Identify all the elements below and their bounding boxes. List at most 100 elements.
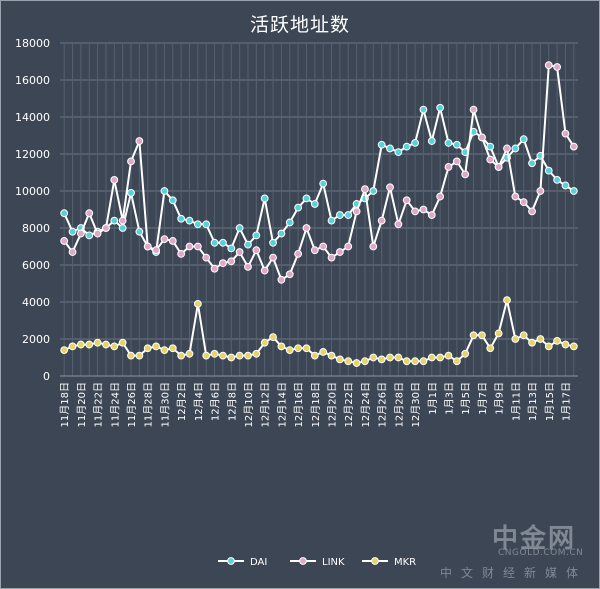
point-dai [285,218,294,227]
point-link [68,248,77,256]
x-tick-label: 12月8日 [226,382,238,421]
point-mkr [102,340,110,349]
legend-label-dai: DAI [250,557,267,568]
point-mkr [193,299,202,308]
point-link [369,242,378,251]
x-tick-label: 1月13日 [527,382,539,421]
point-mkr [561,340,570,349]
y-tick-label: 6000 [22,259,50,272]
point-dai [118,224,127,232]
x-tick-label: 1月3日 [444,382,456,415]
point-link [118,216,127,225]
point-link [235,248,244,256]
x-tick-label: 12月14日 [276,382,288,427]
point-link [135,137,144,145]
point-dai [277,229,286,238]
point-mkr [327,351,336,360]
point-link [419,205,428,214]
watermark-url: CNGOLD.COM.CN [498,548,584,558]
point-dai [68,227,77,236]
point-link [427,211,436,219]
point-mkr [210,349,219,358]
point-dai [486,142,495,151]
point-link [528,207,536,216]
point-link [177,250,186,258]
point-link [561,129,570,138]
x-tick-label: 11月18日 [59,382,71,427]
legend: DAI LINK MKR [218,557,416,568]
point-link [544,61,553,70]
series-layer [60,61,578,367]
point-dai [202,220,211,229]
point-mkr [394,353,403,362]
x-tick-label: 12月4日 [193,382,205,421]
point-dai [319,179,328,188]
point-mkr [444,351,453,360]
x-tick-label: 12月20日 [327,382,339,427]
point-link [335,248,344,256]
point-mkr [310,351,319,360]
point-dai [160,187,169,195]
point-link [127,157,135,166]
x-axis-ticks: 11月18日 11月20日 11月22日 11月24日 11月26日 11月28日 11月3… [59,382,572,427]
point-dai [244,240,252,249]
point-link [260,266,269,275]
point-mkr [135,351,144,360]
point-mkr [177,351,186,360]
point-link [185,242,194,251]
series-line-link [63,63,575,282]
point-mkr [377,355,386,364]
x-tick-label: 12月22日 [343,382,355,427]
point-dai [85,231,94,240]
point-link [452,157,461,166]
point-link [193,242,202,251]
point-mkr [553,336,562,345]
point-link [344,242,353,251]
legend-label-link: LINK [322,557,345,568]
y-tick-label: 14000 [15,111,50,124]
point-link [244,262,252,271]
point-dai [386,144,394,153]
x-tick-label: 11月28日 [143,382,155,427]
point-dai [369,187,378,195]
point-dai [444,139,453,147]
point-mkr [544,342,553,351]
point-dai [335,211,344,219]
point-link [319,242,328,251]
x-tick-label: 1月1日 [427,382,439,415]
grid-lines [60,42,578,377]
point-mkr [335,355,344,364]
x-tick-label: 12月12日 [260,382,272,427]
point-link [85,209,94,218]
point-dai [235,224,244,232]
point-dai [219,238,227,247]
point-mkr [76,340,85,349]
point-mkr [486,344,495,353]
y-tick-label: 10000 [15,185,50,198]
x-tick-label: 1月9日 [494,382,506,415]
point-mkr [185,349,194,358]
x-tick-label: 12月16日 [293,382,305,427]
point-link [252,246,261,255]
point-dai [411,139,419,147]
point-link [269,253,277,262]
point-link [503,144,511,153]
point-mkr [285,346,294,355]
point-link [444,163,453,171]
point-dai [227,244,236,253]
point-mkr [227,353,236,362]
point-dai [402,142,411,151]
point-dai [519,135,528,144]
x-tick-label: 12月30日 [410,382,422,427]
x-tick-label: 12月28日 [393,382,405,427]
point-mkr [427,353,436,362]
point-link [110,176,119,184]
point-mkr [519,331,528,340]
point-mkr [528,338,536,347]
point-dai [177,214,186,223]
y-tick-label: 8000 [22,222,50,235]
point-link [469,105,478,114]
point-mkr [402,357,411,366]
point-dai [260,194,269,203]
